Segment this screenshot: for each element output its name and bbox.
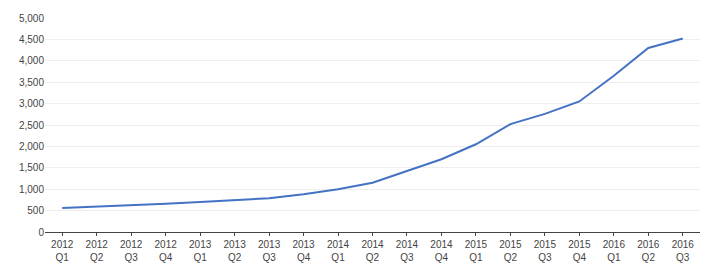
svg-text:2015Q1: 2015Q1	[465, 239, 488, 263]
svg-text:2014Q4: 2014Q4	[430, 239, 453, 263]
svg-text:2015Q2: 2015Q2	[499, 239, 522, 263]
svg-text:2012Q1: 2012Q1	[51, 239, 74, 263]
svg-text:4,500: 4,500	[19, 34, 44, 45]
svg-text:2012Q2: 2012Q2	[86, 239, 109, 263]
svg-text:2016Q3: 2016Q3	[672, 239, 695, 263]
svg-text:3,500: 3,500	[19, 77, 44, 88]
svg-text:0: 0	[38, 227, 44, 238]
svg-text:3,000: 3,000	[19, 98, 44, 109]
svg-text:2,500: 2,500	[19, 120, 44, 131]
svg-text:1,500: 1,500	[19, 162, 44, 173]
svg-text:2013Q2: 2013Q2	[223, 239, 246, 263]
svg-text:2012Q4: 2012Q4	[155, 239, 178, 263]
svg-text:5,000: 5,000	[19, 13, 44, 24]
svg-text:2013Q1: 2013Q1	[189, 239, 212, 263]
svg-text:2016Q1: 2016Q1	[603, 239, 626, 263]
svg-text:1,000: 1,000	[19, 184, 44, 195]
svg-text:2015Q4: 2015Q4	[568, 239, 591, 263]
svg-text:4,000: 4,000	[19, 55, 44, 66]
svg-text:2014Q2: 2014Q2	[361, 239, 384, 263]
svg-text:2014Q1: 2014Q1	[327, 239, 350, 263]
svg-text:2015Q3: 2015Q3	[534, 239, 557, 263]
svg-text:2016Q2: 2016Q2	[637, 239, 660, 263]
svg-text:2013Q4: 2013Q4	[292, 239, 315, 263]
svg-text:2014Q3: 2014Q3	[396, 239, 419, 263]
svg-text:2012Q3: 2012Q3	[120, 239, 143, 263]
svg-text:2013Q3: 2013Q3	[258, 239, 281, 263]
svg-text:2,000: 2,000	[19, 141, 44, 152]
svg-text:500: 500	[27, 205, 44, 216]
